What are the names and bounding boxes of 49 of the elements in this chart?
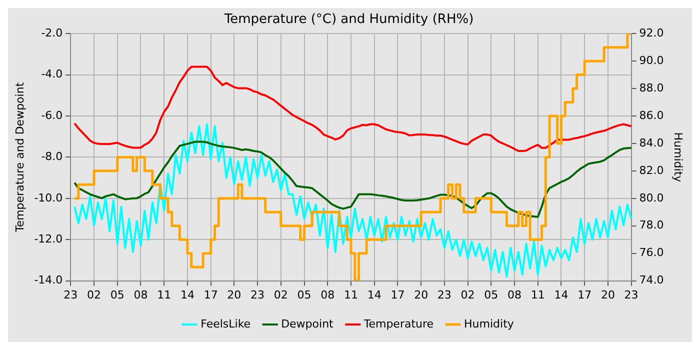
y2-tick-label: 86.0 (639, 108, 664, 122)
x-tick-label: 14 (180, 288, 194, 302)
y2-tick-label: 90.0 (639, 54, 664, 67)
y2-tick-label: 92.0 (639, 26, 664, 40)
x-tick-label: 08 (508, 288, 522, 302)
legend-label: Temperature (362, 317, 434, 330)
y-tick-label: -6.0 (41, 108, 63, 122)
y2-tick-label: 84.0 (639, 136, 664, 150)
y2-tick-label: 74.0 (639, 274, 664, 287)
x-tick-label: 05 (110, 288, 124, 302)
x-tick-label: 02 (87, 288, 102, 302)
y2-tick-label: 82.0 (639, 164, 664, 177)
y-tick-label: -2.0 (41, 26, 63, 40)
x-tick-label: 23 (250, 288, 265, 302)
x-tick-label: 17 (578, 288, 592, 302)
x-tick-label: 23 (437, 288, 452, 302)
x-tick-label: 05 (484, 288, 498, 302)
y-tick-label: -10.0 (34, 191, 63, 204)
y-tick-label: -4.0 (41, 68, 63, 81)
y-tick-label: -12.0 (34, 232, 63, 246)
legend-label: Humidity (464, 317, 514, 330)
x-tick-label: 05 (297, 288, 312, 302)
y2-axis-title: Humidity (672, 132, 685, 183)
x-tick-label: 17 (204, 288, 218, 302)
y2-tick-label: 76.0 (639, 246, 664, 260)
x-tick-label: 17 (390, 288, 405, 302)
x-tick-label: 23 (624, 288, 638, 302)
x-tick-label: 11 (157, 288, 172, 302)
x-tick-label: 11 (344, 288, 358, 302)
y2-tick-label: 88.0 (639, 81, 664, 94)
x-tick-label: 20 (227, 288, 242, 302)
legend-label: Dewpoint (281, 317, 334, 330)
y-tick-label: -8.0 (41, 150, 63, 164)
y-axis-title: Temperature and Dewpoint (13, 82, 26, 234)
chart-title: Temperature (°C) and Humidity (RH%) (223, 12, 474, 28)
x-tick-label: 14 (367, 288, 382, 302)
x-tick-label: 02 (460, 288, 475, 302)
x-tick-label: 20 (414, 288, 428, 302)
x-tick-label: 02 (274, 288, 288, 302)
x-tick-label: 11 (530, 288, 545, 302)
legend-label: FeelsLike (200, 317, 251, 330)
y2-tick-label: 80.0 (639, 191, 664, 204)
x-tick-label: 08 (134, 288, 148, 302)
y2-tick-label: 78.0 (639, 218, 664, 232)
x-tick-label: 08 (320, 288, 335, 302)
y-tick-label: -14.0 (34, 274, 63, 287)
x-tick-label: 14 (554, 288, 568, 302)
x-tick-label: 20 (600, 288, 615, 302)
x-tick-label: 23 (64, 288, 78, 302)
